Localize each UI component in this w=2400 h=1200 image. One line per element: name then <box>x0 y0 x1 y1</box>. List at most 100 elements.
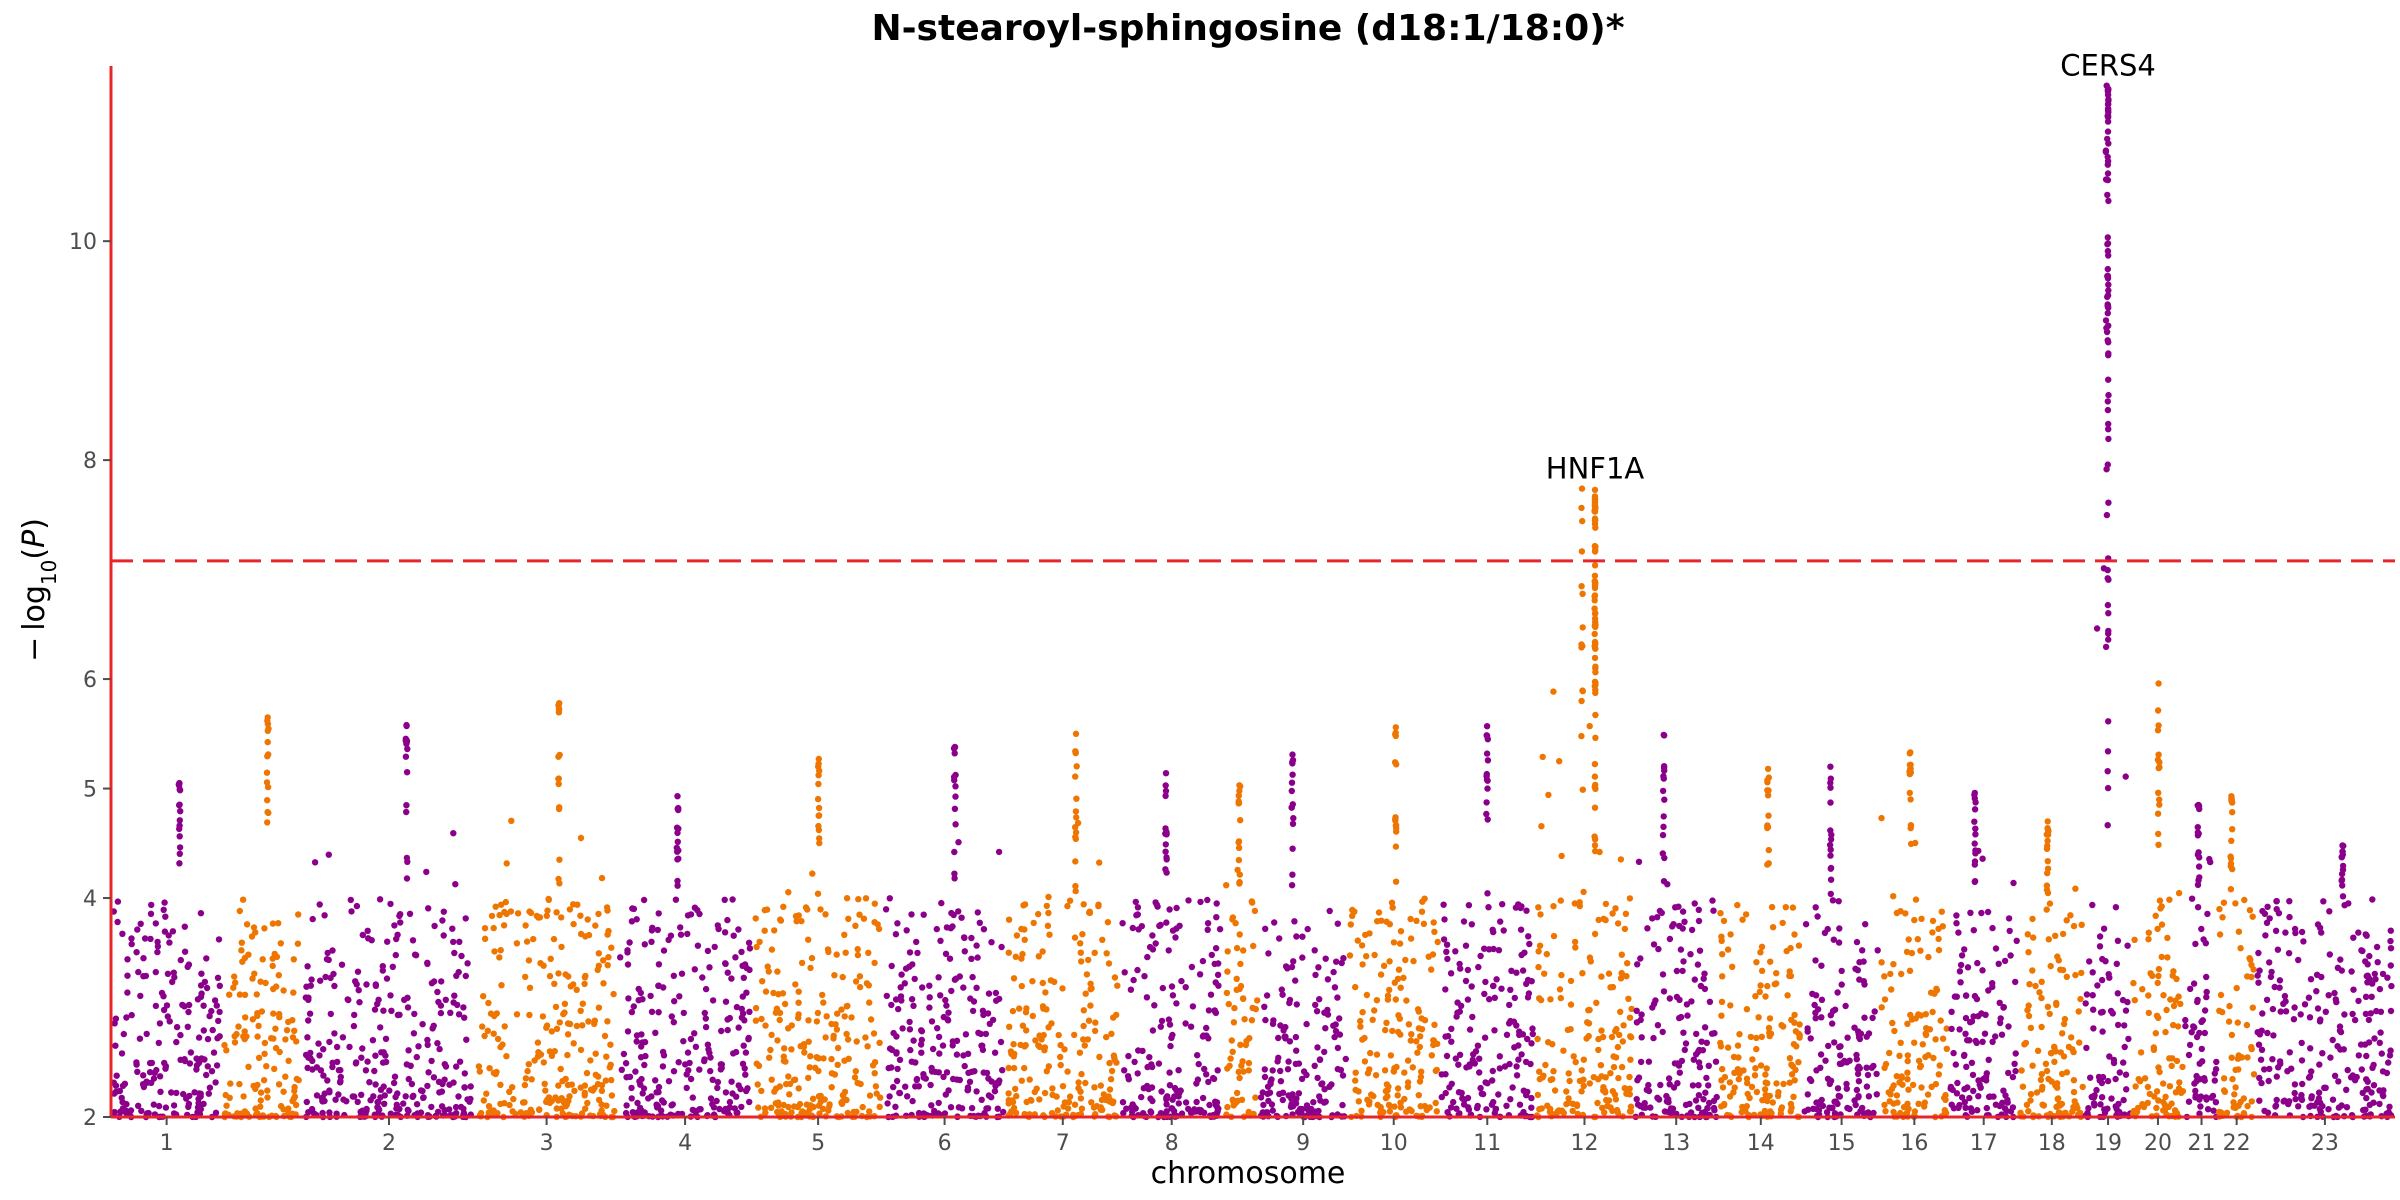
snp-point-1056 <box>625 1028 631 1034</box>
snp-point-1876 <box>1113 1059 1119 1065</box>
snp-point-161 <box>122 1081 128 1087</box>
snp-point-1117 <box>639 996 645 1002</box>
snp-point-2799 <box>1566 1070 1572 1076</box>
snp-point-3045 <box>1709 1031 1715 1037</box>
snp-point-317 <box>223 1103 229 1109</box>
snp-point-4201 <box>2291 1016 2297 1022</box>
snp-point-3040 <box>1683 1040 1689 1046</box>
snp-point-3112 <box>1753 959 1759 965</box>
snp-point-4499 <box>2105 266 2111 272</box>
snp-point-3612 <box>1954 1090 1960 1096</box>
snp-point-2239 <box>1333 959 1339 965</box>
snp-point-2509 <box>1386 1102 1392 1108</box>
snp-point-3845 <box>2115 990 2121 996</box>
snp-point-374 <box>463 1037 469 1043</box>
snp-point-1907 <box>1072 749 1078 755</box>
snp-point-1749 <box>1086 1018 1092 1024</box>
snp-point-1399 <box>785 1025 791 1031</box>
snp-point-4127 <box>2247 907 2253 913</box>
snp-point-530 <box>410 937 416 943</box>
snp-point-1261 <box>844 1003 850 1009</box>
snp-point-663 <box>324 956 330 962</box>
snp-point-1084 <box>691 1030 697 1036</box>
snp-point-2121 <box>1236 1069 1242 1075</box>
snp-point-3665 <box>1972 826 1978 832</box>
snp-point-2427 <box>1398 1104 1404 1110</box>
snp-point-345 <box>252 1105 258 1111</box>
snp-point-878 <box>547 1100 553 1106</box>
snp-point-259 <box>278 940 284 946</box>
snp-point-3373 <box>1837 1093 1843 1099</box>
snp-point-631 <box>382 1052 388 1058</box>
snp-point-1449 <box>815 781 821 787</box>
snp-point-209 <box>177 786 183 792</box>
snp-point-1739 <box>1081 1007 1087 1013</box>
snp-point-57 <box>148 902 154 908</box>
snp-point-730 <box>526 1012 532 1018</box>
snp-point-370 <box>423 869 429 875</box>
snp-point-789 <box>603 1054 609 1060</box>
snp-point-1456 <box>815 763 821 769</box>
snp-point-1736 <box>1096 859 1102 865</box>
snp-point-1330 <box>828 1021 834 1027</box>
snp-point-1647 <box>951 912 957 918</box>
snp-point-3008 <box>1638 1011 1644 1017</box>
snp-point-2161 <box>1234 945 1240 951</box>
snp-point-2710 <box>1485 816 1491 822</box>
snp-point-2165 <box>1240 995 1246 1001</box>
snp-point-2341 <box>1293 1100 1299 1106</box>
snp-point-2011 <box>1119 920 1125 926</box>
snp-point-3919 <box>2156 966 2162 972</box>
snp-point-332 <box>291 1084 297 1090</box>
snp-point-3696 <box>2028 1091 2034 1097</box>
snp-point-1996 <box>1213 979 1219 985</box>
snp-point-1532 <box>999 1067 1005 1073</box>
snp-point-2238 <box>1278 1078 1284 1084</box>
snp-point-2871 <box>1572 944 1578 950</box>
snp-point-1007 <box>655 1009 661 1015</box>
snp-point-3355 <box>1834 989 1840 995</box>
snp-point-2474 <box>1397 1016 1403 1022</box>
snp-point-2596 <box>1529 978 1535 984</box>
snp-point-4297 <box>2275 947 2281 953</box>
snp-point-3354 <box>1853 1052 1859 1058</box>
snp-point-3771 <box>2060 931 2066 937</box>
snp-point-3217 <box>1742 1108 1748 1114</box>
snp-point-754 <box>540 1013 546 1019</box>
snp-point-2864 <box>1595 1036 1601 1042</box>
snp-point-3178 <box>1720 1084 1726 1090</box>
snp-point-1851 <box>1045 894 1051 900</box>
snp-point-846 <box>526 957 532 963</box>
snp-point-4070 <box>2196 863 2202 869</box>
snp-point-2902 <box>1578 698 1584 704</box>
snp-point-577 <box>325 950 331 956</box>
snp-point-2144 <box>1231 1019 1237 1025</box>
snp-point-2260 <box>1324 1007 1330 1013</box>
snp-point-230 <box>257 979 263 985</box>
snp-point-73 <box>212 997 218 1003</box>
snp-point-4238 <box>2366 1039 2372 1045</box>
snp-point-3021 <box>1684 1001 1690 1007</box>
snp-point-1421 <box>794 918 800 924</box>
snp-point-177 <box>194 1109 200 1115</box>
snp-point-2315 <box>1318 1081 1324 1087</box>
snp-point-2563 <box>1520 967 1526 973</box>
snp-point-3810 <box>2097 1101 2103 1107</box>
snp-point-3529 <box>1969 1060 1975 1066</box>
snp-point-1803 <box>1036 1096 1042 1102</box>
snp-point-939 <box>549 1028 555 1034</box>
snp-point-1136 <box>718 1061 724 1067</box>
snp-point-1185 <box>653 1089 659 1095</box>
snp-point-3179 <box>1717 910 1723 916</box>
snp-point-2499 <box>1352 1087 1358 1093</box>
snp-point-2892 <box>1604 1103 1610 1109</box>
snp-point-146 <box>124 956 130 962</box>
snp-point-346 <box>255 1023 261 1029</box>
snp-point-4538 <box>2105 158 2111 164</box>
snp-point-319 <box>272 1026 278 1032</box>
snp-point-661 <box>334 1044 340 1050</box>
snp-point-2141 <box>1246 1067 1252 1073</box>
snp-point-2659 <box>1444 1053 1450 1059</box>
snp-point-2657 <box>1492 1110 1498 1116</box>
snp-point-1625 <box>955 839 961 845</box>
